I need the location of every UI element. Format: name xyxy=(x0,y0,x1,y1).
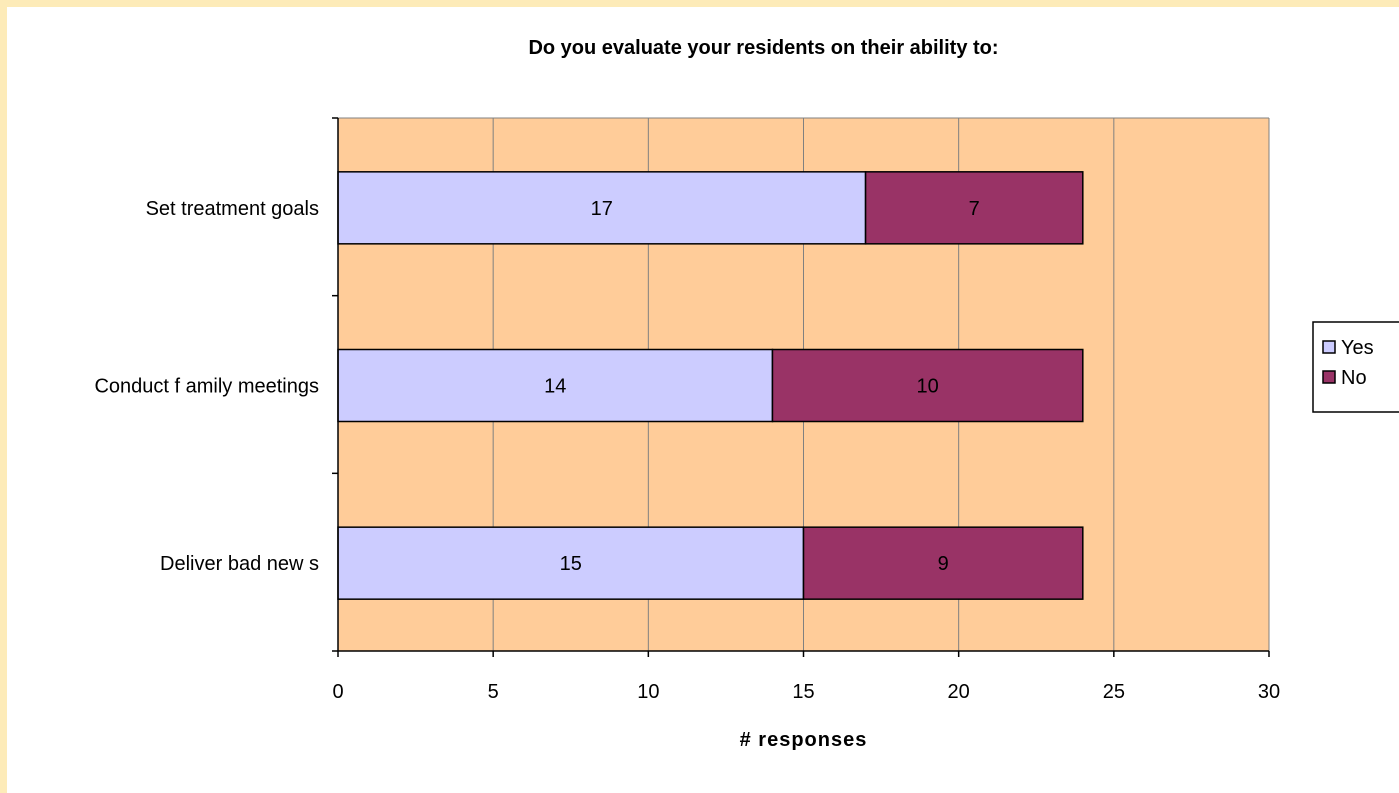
data-label: 9 xyxy=(938,553,949,575)
bar-chart: Do you evaluate your residents on their … xyxy=(94,37,1399,751)
data-label: 10 xyxy=(917,376,939,398)
data-label: 17 xyxy=(591,198,613,220)
bar-no xyxy=(771,348,1084,423)
x-tick-label: 20 xyxy=(948,681,970,703)
data-label: 14 xyxy=(544,376,566,398)
x-axis-title: # responses xyxy=(740,729,868,751)
data-label: 15 xyxy=(560,553,582,575)
category-label: Deliver bad new s xyxy=(160,553,319,575)
legend: Yes No xyxy=(1312,321,1399,413)
x-tick-label: 5 xyxy=(488,681,499,703)
x-tick-label: 15 xyxy=(792,681,814,703)
legend-label-yes: Yes xyxy=(1341,337,1374,359)
plot-area: 17 7 Set treatment goals 14 10 Conduct f amil… xyxy=(94,117,1280,703)
x-tick-label: 30 xyxy=(1258,681,1280,703)
x-tick-label: 25 xyxy=(1103,681,1125,703)
bar-no xyxy=(864,171,1084,245)
x-tick-label: 10 xyxy=(637,681,659,703)
legend-swatch-yes xyxy=(1322,340,1336,354)
bar-no xyxy=(802,526,1084,600)
data-label: 7 xyxy=(969,198,980,220)
chart-area: Do you evaluate your residents on their … xyxy=(7,7,1399,793)
legend-swatch-no xyxy=(1322,370,1336,384)
chart-title: Do you evaluate your residents on their … xyxy=(528,37,998,59)
category-label: Conduct f amily meetings xyxy=(94,376,319,398)
legend-label-no: No xyxy=(1341,367,1367,389)
category-label: Set treatment goals xyxy=(146,198,319,220)
legend-box xyxy=(1312,321,1399,413)
x-tick-label: 0 xyxy=(332,681,343,703)
